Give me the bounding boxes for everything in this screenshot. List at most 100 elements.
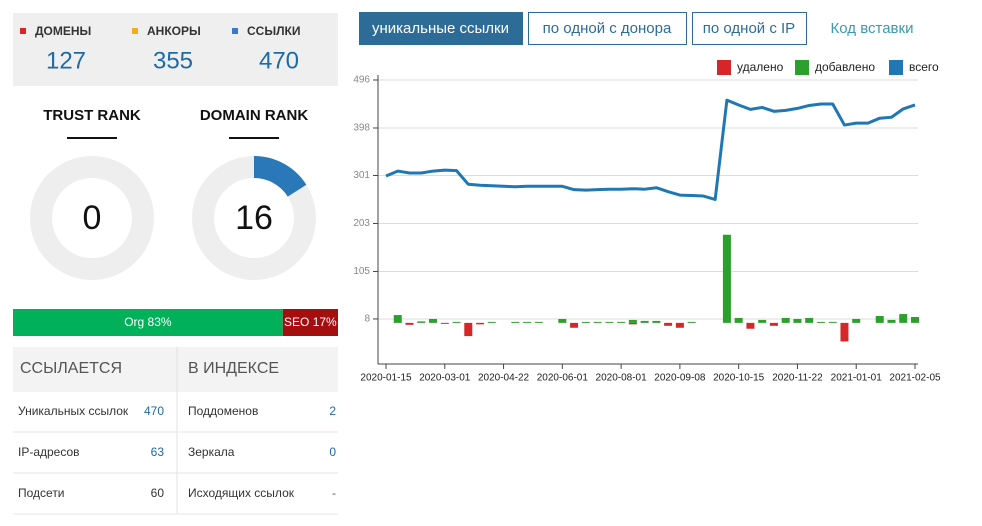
y-tick-label: 203 [353, 218, 370, 229]
summary-value: 470 [259, 47, 299, 74]
bar [511, 321, 520, 323]
legend-swatch [132, 28, 138, 34]
bar [664, 322, 673, 326]
bar [417, 321, 426, 323]
y-tick-label: 8 [364, 314, 370, 325]
tab-label[interactable]: по одной с донора [543, 20, 672, 37]
legend-swatch [795, 60, 809, 75]
bar [405, 322, 414, 325]
bar [593, 321, 602, 323]
x-tick-label: 2021-01-01 [831, 373, 883, 384]
bar [734, 317, 743, 323]
bar [746, 322, 755, 329]
tab-label[interactable]: по одной с IP [703, 20, 795, 37]
split-label: SEO 17% [284, 315, 337, 329]
x-tick-label: 2020-11-22 [772, 373, 823, 384]
table-header-bg [13, 347, 338, 392]
bar [534, 321, 543, 323]
bar [899, 314, 908, 323]
legend-label: удалено [737, 60, 784, 74]
bar [781, 317, 790, 323]
embed-link[interactable]: Код вставки [831, 20, 914, 37]
bar [628, 322, 637, 325]
bar [523, 321, 532, 323]
line [385, 98, 916, 201]
y-tick-label: 301 [353, 170, 370, 181]
y-tick-label: 398 [353, 123, 370, 134]
bar [875, 316, 884, 323]
row-value: 63 [151, 445, 165, 459]
split-label: Org 83% [124, 315, 172, 329]
bar [452, 321, 461, 323]
x-tick-label: 2020-03-01 [419, 373, 471, 384]
row-value: 60 [151, 486, 165, 500]
rank-title: TRUST RANK [43, 107, 141, 124]
bar [464, 322, 473, 337]
bar [769, 322, 778, 326]
bar [393, 315, 402, 323]
summary-value: 127 [46, 47, 86, 74]
bar [758, 319, 767, 323]
bar [440, 322, 449, 324]
x-tick-label: 2021-02-05 [889, 373, 941, 384]
x-tick-label: 2020-08-01 [596, 373, 648, 384]
rank-title: DOMAIN RANK [200, 107, 308, 124]
legend-swatch [20, 28, 26, 34]
bar [816, 321, 825, 323]
table-header: ССЫЛАЕТСЯ [20, 360, 122, 377]
bar [429, 318, 438, 323]
row-value: 470 [144, 404, 164, 418]
tab[interactable] [528, 12, 687, 45]
row-value: - [332, 486, 336, 500]
rank-value: 0 [83, 199, 102, 237]
summary-label: АНКОРЫ [147, 24, 201, 38]
bar [628, 319, 637, 323]
bar [605, 321, 614, 323]
bar [911, 316, 919, 323]
row-label: Подсети [18, 486, 65, 500]
legend-label: всего [909, 60, 939, 74]
bar [687, 321, 696, 323]
bar [652, 320, 661, 323]
legend-swatch [232, 28, 238, 34]
row-label: Уникальных ссылок [18, 404, 129, 418]
x-tick-label: 2020-09-08 [654, 373, 706, 384]
table-header: В ИНДЕКСЕ [188, 360, 279, 377]
tab[interactable] [359, 12, 523, 45]
summary-label: ДОМЕНЫ [35, 24, 91, 38]
tab[interactable] [692, 12, 807, 45]
donut-arc [253, 156, 307, 198]
bar [570, 322, 579, 328]
x-tick-label: 2020-04-22 [478, 373, 530, 384]
row-label: Зеркала [188, 445, 235, 459]
donut-track [30, 156, 154, 280]
bar [828, 321, 837, 323]
row-label: Исходящих ссылок [188, 486, 295, 500]
tab-label[interactable]: уникальные ссылки [372, 20, 509, 37]
bar [675, 322, 684, 328]
bar [793, 318, 802, 323]
summary-panel [13, 13, 338, 86]
legend-swatch [889, 60, 903, 75]
bar [852, 318, 861, 323]
y-tick-label: 105 [353, 266, 370, 277]
rank-value: 16 [235, 199, 273, 237]
bar [476, 322, 485, 325]
bar [805, 317, 814, 323]
legend-label: добавлено [815, 60, 875, 74]
legend-swatch [717, 60, 731, 75]
bar [840, 322, 849, 342]
summary-label: ССЫЛКИ [247, 24, 300, 38]
row-value: 2 [329, 404, 336, 418]
bar [887, 319, 896, 323]
summary-value: 355 [153, 47, 193, 74]
bar [487, 321, 496, 323]
y-tick-label: 496 [353, 75, 370, 86]
bar [617, 321, 626, 323]
split-segment [13, 309, 283, 336]
bar [558, 318, 567, 323]
split-segment [282, 309, 338, 336]
x-tick-label: 2020-10-15 [713, 373, 765, 384]
